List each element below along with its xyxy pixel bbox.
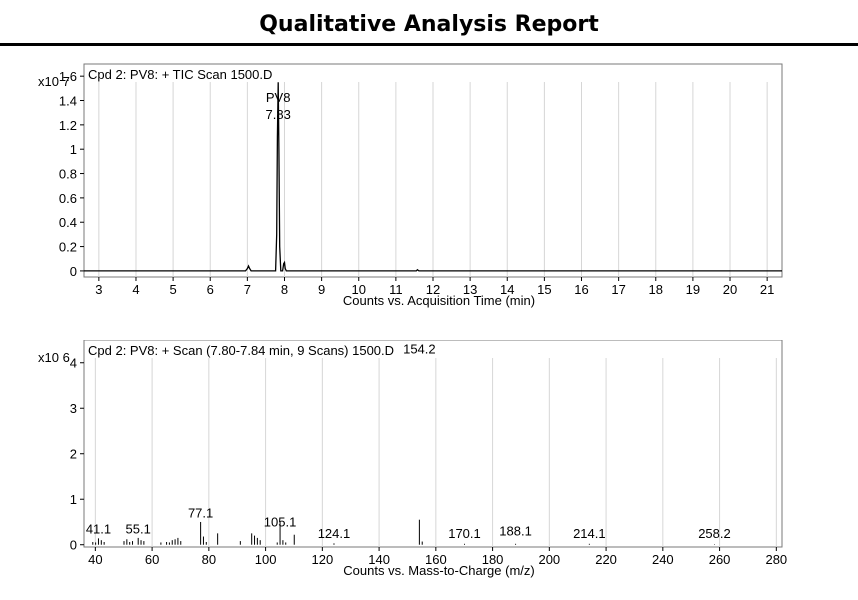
peak-annotation: PV8 xyxy=(266,90,291,105)
y-exponent-label: x10 7 xyxy=(38,74,70,89)
x-tick-label: 80 xyxy=(202,552,216,567)
y-tick-label: 1.2 xyxy=(59,118,77,133)
x-tick-label: 240 xyxy=(652,552,674,567)
peak-label: 55.1 xyxy=(126,521,151,536)
peak-label: 77.1 xyxy=(188,505,213,520)
peak-label: 258.2 xyxy=(698,526,731,541)
x-tick-label: 8 xyxy=(281,282,288,297)
y-tick-label: 0.8 xyxy=(59,167,77,182)
report-title: Qualitative Analysis Report xyxy=(259,12,599,37)
x-tick-label: 100 xyxy=(255,552,277,567)
x-tick-label: 17 xyxy=(611,282,625,297)
chart-title: Cpd 2: PV8: + Scan (7.80-7.84 min, 9 Sca… xyxy=(88,343,394,358)
x-tick-label: 60 xyxy=(145,552,159,567)
x-tick-label: 160 xyxy=(425,552,447,567)
peak-label: 105.1 xyxy=(264,515,297,530)
x-axis-label: Counts vs. Acquisition Time (min) xyxy=(343,293,535,308)
x-tick-label: 18 xyxy=(649,282,663,297)
x-tick-label: 9 xyxy=(318,282,325,297)
x-tick-label: 7 xyxy=(244,282,251,297)
plot-frame xyxy=(83,340,783,548)
y-tick-label: 0.2 xyxy=(59,240,77,255)
x-tick-label: 20 xyxy=(723,282,737,297)
x-tick-label: 180 xyxy=(482,552,504,567)
x-tick-label: 14 xyxy=(500,282,514,297)
x-tick-label: 120 xyxy=(311,552,333,567)
y-tick-label: 1 xyxy=(70,142,77,157)
peak-label: 41.1 xyxy=(86,521,111,536)
title-rule xyxy=(0,43,858,46)
y-tick-label: 0 xyxy=(70,264,77,279)
y-tick-label: 0.4 xyxy=(59,215,77,230)
x-axis-label: Counts vs. Mass-to-Charge (m/z) xyxy=(343,563,534,578)
tic-chart: 3 4 5 6 7 8 9 10 11 12 13 14 15 16 17 18 19 20 21 0 0.2 0.4 0.… xyxy=(38,63,783,308)
x-tick-label: 140 xyxy=(368,552,390,567)
x-tick-label: 15 xyxy=(537,282,551,297)
y-tick-label: 0.6 xyxy=(59,191,77,206)
chart-title: Cpd 2: PV8: + TIC Scan 1500.D xyxy=(88,67,272,82)
x-tick-label: 12 xyxy=(426,282,440,297)
x-tick-label: 5 xyxy=(169,282,176,297)
mass-spectrum-chart: 40 60 80 100 120 140 160 180 200 220 240 260 280 0 1 2 3… xyxy=(38,340,787,578)
y-tick-label: 4 xyxy=(70,356,77,371)
x-tick-label: 220 xyxy=(595,552,617,567)
x-tick-label: 10 xyxy=(352,282,366,297)
x-tick-label: 16 xyxy=(574,282,588,297)
y-tick-label: 1 xyxy=(70,492,77,507)
y-tick-label: 3 xyxy=(70,401,77,416)
x-tick-label: 200 xyxy=(538,552,560,567)
x-tick-label: 4 xyxy=(132,282,139,297)
y-tick-label: 0 xyxy=(70,538,77,553)
x-tick-label: 3 xyxy=(95,282,102,297)
x-tick-label: 40 xyxy=(88,552,102,567)
peak-label: 188.1 xyxy=(499,524,532,539)
y-tick-label: 1.4 xyxy=(59,94,77,109)
tic-trace xyxy=(84,82,782,272)
y-exponent-label: x10 6 xyxy=(38,350,70,365)
x-tick-label: 260 xyxy=(709,552,731,567)
x-tick-label: 11 xyxy=(389,282,403,297)
peak-label: 154.2 xyxy=(403,342,436,357)
x-tick-label: 6 xyxy=(207,282,214,297)
peak-annotation: 7.83 xyxy=(266,107,291,122)
x-tick-label: 280 xyxy=(765,552,787,567)
x-tick-label: 21 xyxy=(760,282,774,297)
peak-label: 124.1 xyxy=(318,526,351,541)
peak-label: 170.1 xyxy=(448,526,481,541)
x-tick-label: 13 xyxy=(463,282,477,297)
peak-label: 214.1 xyxy=(573,526,606,541)
y-tick-label: 2 xyxy=(70,447,77,462)
x-tick-label: 19 xyxy=(686,282,700,297)
y-tick-label: 1.6 xyxy=(59,69,77,84)
